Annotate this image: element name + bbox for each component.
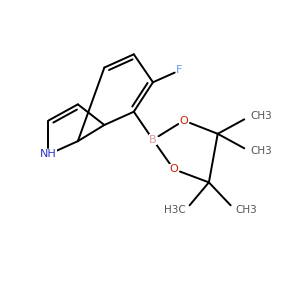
Text: O: O bbox=[169, 164, 178, 174]
Text: F: F bbox=[176, 65, 183, 76]
Text: CH3: CH3 bbox=[250, 111, 272, 121]
Text: CH3: CH3 bbox=[250, 146, 272, 157]
Text: NH: NH bbox=[40, 149, 57, 159]
Text: B: B bbox=[149, 135, 157, 145]
Text: H3C: H3C bbox=[164, 206, 185, 215]
Text: O: O bbox=[179, 116, 188, 126]
Text: CH3: CH3 bbox=[236, 206, 257, 215]
